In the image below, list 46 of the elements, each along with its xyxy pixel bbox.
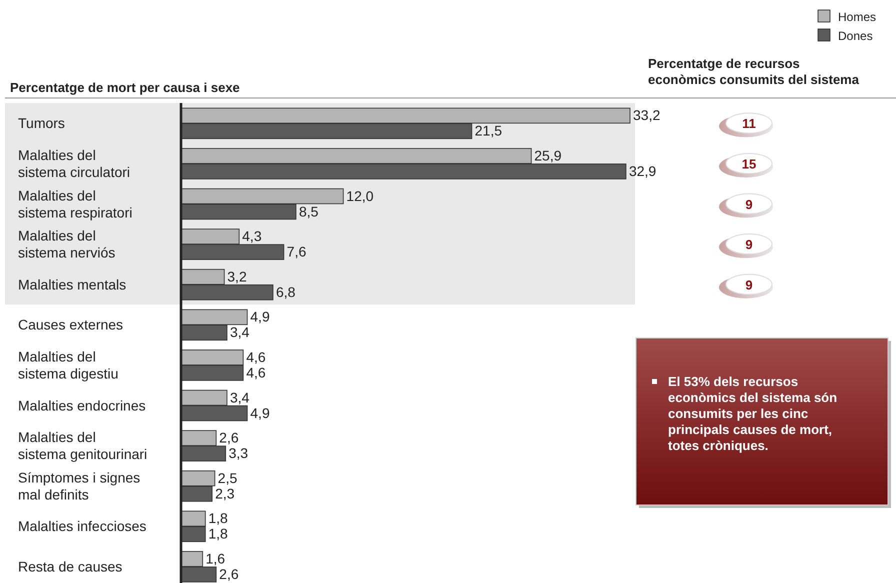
y-tick-label: Tumors xyxy=(18,115,65,132)
data-label: 4,9 xyxy=(250,404,270,421)
y-tick-label: Causes externes xyxy=(18,316,124,333)
y-tick-label: Malalties del sistema respiratori xyxy=(18,187,132,220)
data-label: 32,9 xyxy=(628,162,656,179)
data-label: 4,6 xyxy=(246,348,266,365)
y-tick-label: Malalties del sistema digestiu xyxy=(18,348,118,382)
data-label: 11 xyxy=(742,116,756,132)
data-label: 7,6 xyxy=(286,244,306,260)
data-label: 1,8 xyxy=(208,510,228,526)
y-tick-label: Malalties endocrines xyxy=(18,397,146,414)
data-label: 12,0 xyxy=(346,188,374,204)
data-label: 1,6 xyxy=(206,550,226,566)
data-label: 2,3 xyxy=(215,485,235,502)
data-label: 2,6 xyxy=(219,430,239,446)
data-label: 33,2 xyxy=(633,107,660,124)
text: El 53% dels recursos econòmics del sistema són consumits per les cinc principals causes de mort, totes cròniques. xyxy=(668,374,838,453)
data-label: 4,3 xyxy=(242,228,262,244)
data-label: 2,6 xyxy=(219,566,239,582)
legend-label: Homes xyxy=(838,10,876,24)
data-label: 8,5 xyxy=(298,203,319,220)
y-tick-label: Malalties del sistema genitourinari xyxy=(18,429,148,462)
text: Percentatge de recursos econòmics consumits del sistema xyxy=(648,56,860,87)
data-label: 9 xyxy=(745,196,753,212)
data-label: 3,2 xyxy=(227,268,247,284)
y-tick-label: Malalties mentals xyxy=(18,276,126,292)
data-label: 4,9 xyxy=(250,308,270,325)
data-label: 9 xyxy=(745,277,753,292)
data-label: 3,4 xyxy=(230,389,250,406)
chart-title: Percentatge de mort per causa i sexe xyxy=(10,80,240,95)
data-label: 9 xyxy=(745,237,753,252)
y-tick-label: Resta de causes xyxy=(18,558,122,574)
data-label: 3,4 xyxy=(230,324,250,340)
data-label: 3,3 xyxy=(228,445,248,462)
data-label: 2,5 xyxy=(218,470,238,486)
data-label: 4,6 xyxy=(246,364,266,380)
data-label: 21,5 xyxy=(474,122,502,139)
data-label: 15 xyxy=(742,156,756,172)
y-tick-label: Malalties infeccioses xyxy=(18,518,146,534)
data-label: 1,8 xyxy=(208,526,228,542)
legend-label: Dones xyxy=(838,29,873,43)
y-tick-label: Malalties del sistema nerviós xyxy=(18,228,116,261)
data-label: 6,8 xyxy=(276,284,296,300)
data-label: 25,9 xyxy=(534,147,562,164)
y-tick-label: Símptomes i signes mal definits xyxy=(18,469,140,502)
y-tick-label: Malalties del sistema circulatori xyxy=(18,146,130,180)
